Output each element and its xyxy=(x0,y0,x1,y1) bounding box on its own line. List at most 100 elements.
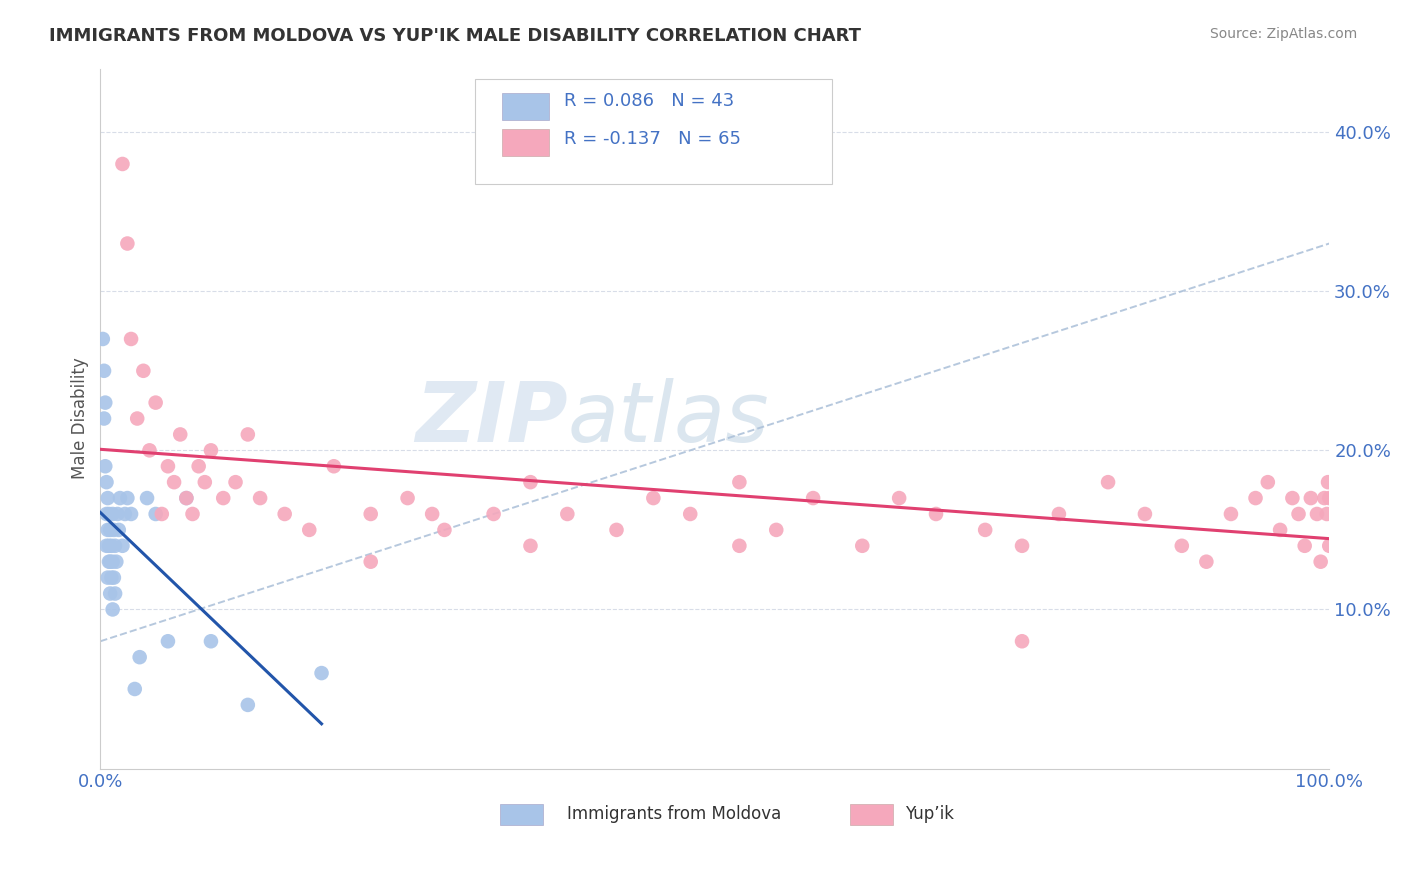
Point xyxy=(93,411,115,425)
Point xyxy=(1299,491,1322,505)
Text: atlas: atlas xyxy=(568,378,769,459)
Point xyxy=(1011,539,1033,553)
Point xyxy=(117,236,139,251)
Point xyxy=(117,491,139,505)
Point xyxy=(101,507,124,521)
Point xyxy=(1317,475,1340,490)
Point xyxy=(100,571,122,585)
Point xyxy=(150,507,173,521)
Point xyxy=(1011,634,1033,648)
Text: Yup’ik: Yup’ik xyxy=(905,805,955,823)
Point xyxy=(105,555,128,569)
Point xyxy=(1047,507,1070,521)
Point xyxy=(1288,507,1310,521)
Point xyxy=(96,475,118,490)
Point xyxy=(236,698,259,712)
Point xyxy=(101,602,124,616)
Text: ZIP: ZIP xyxy=(415,378,568,459)
Point xyxy=(100,539,122,553)
Point xyxy=(111,157,134,171)
Point xyxy=(132,364,155,378)
Point xyxy=(111,539,134,553)
Point xyxy=(557,507,579,521)
Text: Source: ZipAtlas.com: Source: ZipAtlas.com xyxy=(1209,27,1357,41)
Point xyxy=(176,491,198,505)
Point xyxy=(145,507,167,521)
FancyBboxPatch shape xyxy=(502,93,548,120)
Point xyxy=(396,491,419,505)
Point xyxy=(97,555,120,569)
Point xyxy=(1257,475,1279,490)
Point xyxy=(120,332,142,346)
Point xyxy=(605,523,627,537)
Point xyxy=(765,523,787,537)
Point xyxy=(124,681,146,696)
Point xyxy=(200,443,222,458)
Point xyxy=(200,634,222,648)
Point xyxy=(98,555,121,569)
Point xyxy=(101,555,124,569)
Point xyxy=(360,507,382,521)
Point xyxy=(482,507,505,521)
Point xyxy=(1317,539,1340,553)
Point xyxy=(97,539,120,553)
Text: IMMIGRANTS FROM MOLDOVA VS YUP'IK MALE DISABILITY CORRELATION CHART: IMMIGRANTS FROM MOLDOVA VS YUP'IK MALE D… xyxy=(49,27,862,45)
Point xyxy=(1133,507,1156,521)
Point xyxy=(249,491,271,505)
Point xyxy=(1097,475,1119,490)
Point xyxy=(156,459,179,474)
Point xyxy=(145,395,167,409)
Point xyxy=(1316,507,1339,521)
Point xyxy=(1281,491,1303,505)
Point xyxy=(103,523,125,537)
Point xyxy=(91,332,114,346)
Point xyxy=(98,586,121,600)
Point xyxy=(1219,507,1241,521)
Point xyxy=(138,443,160,458)
Point xyxy=(1294,539,1316,553)
Point xyxy=(128,650,150,665)
Point xyxy=(322,459,344,474)
Point xyxy=(311,666,333,681)
Point xyxy=(420,507,443,521)
Point xyxy=(97,491,120,505)
Point xyxy=(974,523,997,537)
Y-axis label: Male Disability: Male Disability xyxy=(72,358,89,479)
Point xyxy=(801,491,824,505)
Point xyxy=(1244,491,1267,505)
Point xyxy=(1171,539,1194,553)
Point xyxy=(97,523,120,537)
Point xyxy=(114,507,136,521)
Point xyxy=(103,571,125,585)
Point xyxy=(94,395,117,409)
Point xyxy=(273,507,295,521)
Point xyxy=(728,475,751,490)
Point xyxy=(97,507,120,521)
Point xyxy=(1309,555,1331,569)
Point xyxy=(136,491,159,505)
Point xyxy=(181,507,204,521)
Point xyxy=(194,475,217,490)
Point xyxy=(169,427,191,442)
Point xyxy=(96,507,118,521)
Point xyxy=(1306,507,1329,521)
Point xyxy=(120,507,142,521)
Point xyxy=(212,491,235,505)
Point xyxy=(96,539,118,553)
Point xyxy=(433,523,456,537)
Text: R = -0.137   N = 65: R = -0.137 N = 65 xyxy=(564,129,741,147)
Point xyxy=(225,475,247,490)
Text: R = 0.086   N = 43: R = 0.086 N = 43 xyxy=(564,93,734,111)
Point xyxy=(98,523,121,537)
Point xyxy=(679,507,702,521)
Point xyxy=(107,507,129,521)
Point xyxy=(925,507,948,521)
Point xyxy=(1317,491,1340,505)
Point xyxy=(97,571,120,585)
Point xyxy=(93,364,115,378)
Point xyxy=(107,523,129,537)
Point xyxy=(1313,491,1336,505)
FancyBboxPatch shape xyxy=(475,79,831,184)
Point xyxy=(889,491,911,505)
FancyBboxPatch shape xyxy=(502,129,548,156)
